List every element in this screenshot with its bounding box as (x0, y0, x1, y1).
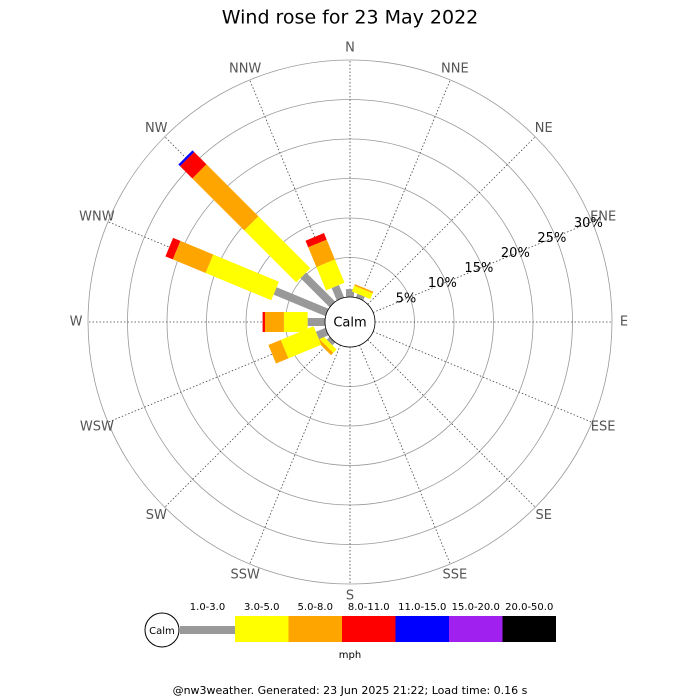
legend: Calm 1.0-3.0 3.0-5.0 5.0-8.0 8.0-11.0 11.0-15… (144, 602, 556, 648)
spoke (367, 136, 536, 305)
bar-segment (305, 233, 327, 248)
direction-label: W (70, 315, 83, 330)
legend-label: 1.0-3.0 (190, 602, 225, 613)
spoke (359, 79, 451, 300)
direction-label: SSW (230, 568, 260, 583)
spoke (164, 339, 333, 508)
r-tick-label: 15% (464, 261, 493, 276)
legend-label: 3.0-5.0 (244, 602, 279, 613)
r-tick-label: 30% (574, 216, 603, 231)
grid-ring (245, 217, 455, 427)
direction-label: NW (145, 121, 168, 136)
legend-label: 5.0-8.0 (298, 602, 333, 613)
bar-segment (172, 240, 214, 273)
direction-label: NNE (441, 61, 469, 76)
legend-label: 15.0-20.0 (452, 602, 500, 613)
spoke (372, 221, 593, 313)
legend-swatch (288, 616, 342, 642)
direction-label: NNW (229, 61, 261, 76)
spoke (249, 344, 341, 565)
legend-swatch (342, 616, 396, 642)
bar-segment (262, 312, 265, 332)
calm-circle (324, 296, 376, 348)
bar-segment (331, 284, 345, 301)
bar-segment (273, 287, 329, 317)
bar-segment (244, 216, 311, 283)
direction-label: ENE (590, 210, 616, 225)
r-tick-label: 5% (396, 291, 417, 306)
footer: @nw3weather. Generated: 23 Jun 2025 21:2… (173, 684, 528, 697)
r-tick-label: 10% (428, 276, 457, 291)
direction-label: E (620, 315, 628, 330)
bar-segment (192, 164, 259, 231)
bar-segment (283, 312, 308, 332)
legend-calm (144, 612, 180, 648)
bar-segment (315, 327, 329, 340)
chart-title: Wind rose for 23 May 2022 (222, 7, 479, 29)
bar-segment (316, 259, 345, 291)
bar-segment (308, 239, 335, 267)
bar-segment (351, 285, 373, 300)
bar-segment (268, 339, 289, 364)
bar-segment (165, 237, 181, 260)
spoke (367, 339, 536, 508)
center-label: Calm (333, 316, 366, 331)
bar-segment (307, 318, 325, 326)
bar-segment (178, 150, 195, 167)
bar-segment (300, 272, 336, 308)
bar-segment (280, 326, 322, 359)
bar-segment (355, 293, 365, 301)
legend-swatch (235, 616, 289, 642)
legend-label: 20.0-50.0 (505, 602, 553, 613)
spoke (359, 344, 451, 565)
grid-ring (206, 178, 494, 466)
direction-label: WNW (79, 210, 115, 225)
bar-segment (316, 338, 334, 356)
direction-label: N (345, 41, 355, 56)
bar-segment (180, 152, 207, 179)
direction-label: SE (536, 508, 552, 523)
legend-swatch (180, 626, 235, 634)
legend-label: 11.0-15.0 (398, 602, 446, 613)
direction-label: SW (146, 508, 167, 523)
direction-label: ESE (591, 419, 616, 434)
spoke (372, 331, 593, 423)
direction-label: SSE (442, 568, 467, 583)
legend-swatch (449, 616, 503, 642)
bar-segment (354, 284, 374, 294)
grid-ring (87, 59, 613, 585)
r-tick-label: 20% (501, 246, 530, 261)
legend-swatch (502, 616, 556, 642)
bar-segment (205, 254, 279, 301)
direction-label: NE (535, 121, 553, 136)
legend-swatch (395, 616, 449, 642)
bar-segment (264, 312, 284, 332)
legend-unit: mph (339, 650, 361, 661)
direction-label: S (346, 589, 354, 604)
bar-segment (319, 335, 337, 353)
legend-label: 8.0-11.0 (348, 602, 390, 613)
direction-label: WSW (80, 419, 114, 434)
r-tick-label: 25% (537, 231, 566, 246)
legend-calm-label: Calm (149, 626, 175, 637)
bar-segment (346, 289, 354, 297)
bar-segment (326, 336, 336, 346)
